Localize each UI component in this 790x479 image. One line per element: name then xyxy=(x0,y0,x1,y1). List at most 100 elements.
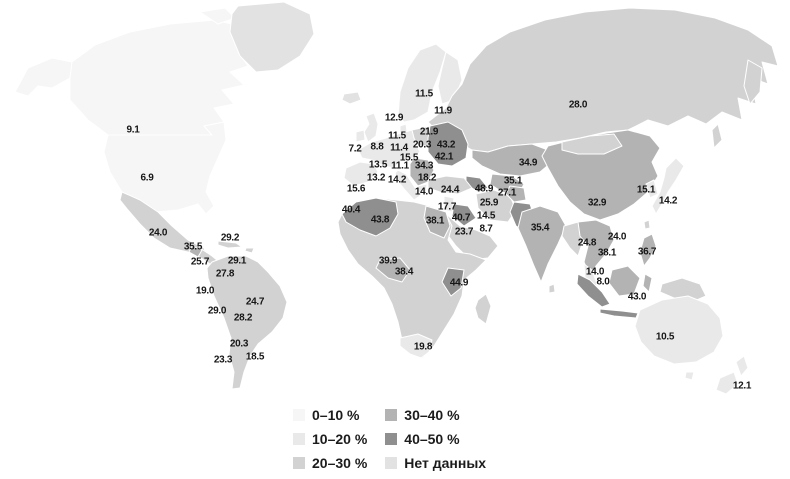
map-value-label: 38.1 xyxy=(597,247,617,259)
region-egypt xyxy=(423,205,451,239)
region-new-guinea xyxy=(659,277,707,303)
map-value-label: 11.4 xyxy=(390,142,408,154)
map-value-label: 20.3 xyxy=(229,338,249,350)
map-value-label: 11.9 xyxy=(434,105,452,117)
map-value-label: 35.4 xyxy=(530,222,550,234)
map-value-label: 6.9 xyxy=(140,172,154,184)
region-sakhalin xyxy=(711,123,723,149)
region-afghanistan xyxy=(505,185,527,203)
region-italy xyxy=(394,169,421,201)
map-value-label: 18.5 xyxy=(245,351,265,363)
region-ireland xyxy=(355,129,366,143)
region-taiwan xyxy=(643,219,651,230)
map-value-label: 13.2 xyxy=(366,172,386,184)
map-value-label: 35.5 xyxy=(183,241,203,253)
map-value-label: 27.8 xyxy=(215,268,235,280)
region-new-zealand-south xyxy=(715,371,739,395)
region-maghreb xyxy=(341,197,399,237)
map-value-label: 40.4 xyxy=(341,204,361,216)
map-value-label: 27.1 xyxy=(497,187,517,199)
region-belarus-ukraine xyxy=(427,121,469,167)
map-value-label: 36.7 xyxy=(637,246,657,258)
legend-swatch-10-20 xyxy=(293,433,305,445)
region-guatemala xyxy=(188,245,203,258)
legend-swatch-0-10 xyxy=(293,409,305,421)
map-value-label: 28.2 xyxy=(233,312,253,324)
legend-swatch-no-data xyxy=(385,457,398,469)
map-value-label: 14.0 xyxy=(585,266,605,278)
region-canada xyxy=(69,19,256,136)
map-value-label: 12.1 xyxy=(732,380,752,392)
region-india xyxy=(517,205,567,283)
legend-label-30-40: 30–40 % xyxy=(404,407,460,423)
map-value-label: 15.5 xyxy=(399,152,419,164)
region-hispaniola xyxy=(244,247,255,254)
map-value-label: 39.9 xyxy=(378,255,398,267)
region-kazakhstan xyxy=(471,143,553,177)
map-value-label: 8.0 xyxy=(596,276,610,288)
region-south-america xyxy=(206,255,288,390)
map-value-label: 13.5 xyxy=(368,159,388,171)
legend-swatch-40-50 xyxy=(385,433,398,445)
map-value-label: 29.2 xyxy=(220,232,240,244)
map-value-label: 8.7 xyxy=(479,223,493,235)
region-cuba xyxy=(217,240,243,249)
region-tasmania xyxy=(684,371,695,381)
map-value-label: 18.2 xyxy=(417,172,437,184)
region-usa xyxy=(103,121,227,215)
region-australia xyxy=(634,295,724,365)
map-value-label: 34.3 xyxy=(414,160,434,172)
legend-item-20-30: 20–30 % xyxy=(293,451,367,475)
legend-label-10-20: 10–20 % xyxy=(312,431,368,447)
region-indochina xyxy=(577,219,615,277)
region-japan xyxy=(651,157,685,215)
region-balkans xyxy=(409,157,435,187)
map-value-label: 21.9 xyxy=(419,126,439,138)
region-sumatra xyxy=(576,273,611,308)
region-madagascar xyxy=(474,293,492,325)
map-value-label: 14.0 xyxy=(414,186,434,198)
region-greenland xyxy=(229,1,315,73)
legend-item-30-40: 30–40 % xyxy=(385,403,486,427)
map-value-label: 25.9 xyxy=(479,197,499,209)
region-west-africa xyxy=(375,257,411,283)
region-arabia xyxy=(443,213,499,261)
legend-item-no-data: Нет данных xyxy=(385,451,486,475)
map-value-label: 11.5 xyxy=(415,88,433,100)
map-value-label: 35.1 xyxy=(503,175,523,187)
map-value-label: 19.0 xyxy=(195,285,215,297)
map-value-label: 7.2 xyxy=(348,143,362,155)
legend-swatch-30-40 xyxy=(385,409,398,421)
map-value-label: 43.0 xyxy=(627,291,647,303)
region-turkey xyxy=(427,175,473,195)
legend-label-40-50: 40–50 % xyxy=(404,431,460,447)
map-value-label: 14.2 xyxy=(658,195,678,207)
legend-label-0-10: 0–10 % xyxy=(312,407,360,423)
region-uk xyxy=(363,112,379,143)
region-iberia xyxy=(343,161,379,187)
map-value-label: 17.7 xyxy=(437,201,457,213)
region-korea xyxy=(645,179,659,199)
map-value-label: 8.8 xyxy=(370,141,384,153)
region-east-africa xyxy=(441,267,465,297)
legend-item-40-50: 40–50 % xyxy=(385,427,486,451)
map-value-label: 32.9 xyxy=(587,197,607,209)
map-value-label: 15.1 xyxy=(636,184,656,196)
map-value-label: 11.1 xyxy=(391,160,409,172)
map-value-label: 43.2 xyxy=(436,139,456,151)
map-value-label: 48.9 xyxy=(474,183,494,195)
region-philippines xyxy=(639,233,657,267)
map-value-label: 34.9 xyxy=(518,157,538,169)
region-sri-lanka xyxy=(548,283,556,294)
legend-item-10-20: 10–20 % xyxy=(293,427,367,451)
region-iraq xyxy=(451,203,477,227)
region-new-zealand-north xyxy=(735,355,749,377)
legend-swatch-20-30 xyxy=(293,457,305,469)
region-borneo xyxy=(608,265,641,297)
map-value-label: 19.8 xyxy=(413,341,433,353)
map-value-label: 9.1 xyxy=(126,124,140,136)
map-value-label: 24.7 xyxy=(245,296,265,308)
map-value-label: 28.0 xyxy=(568,99,588,111)
